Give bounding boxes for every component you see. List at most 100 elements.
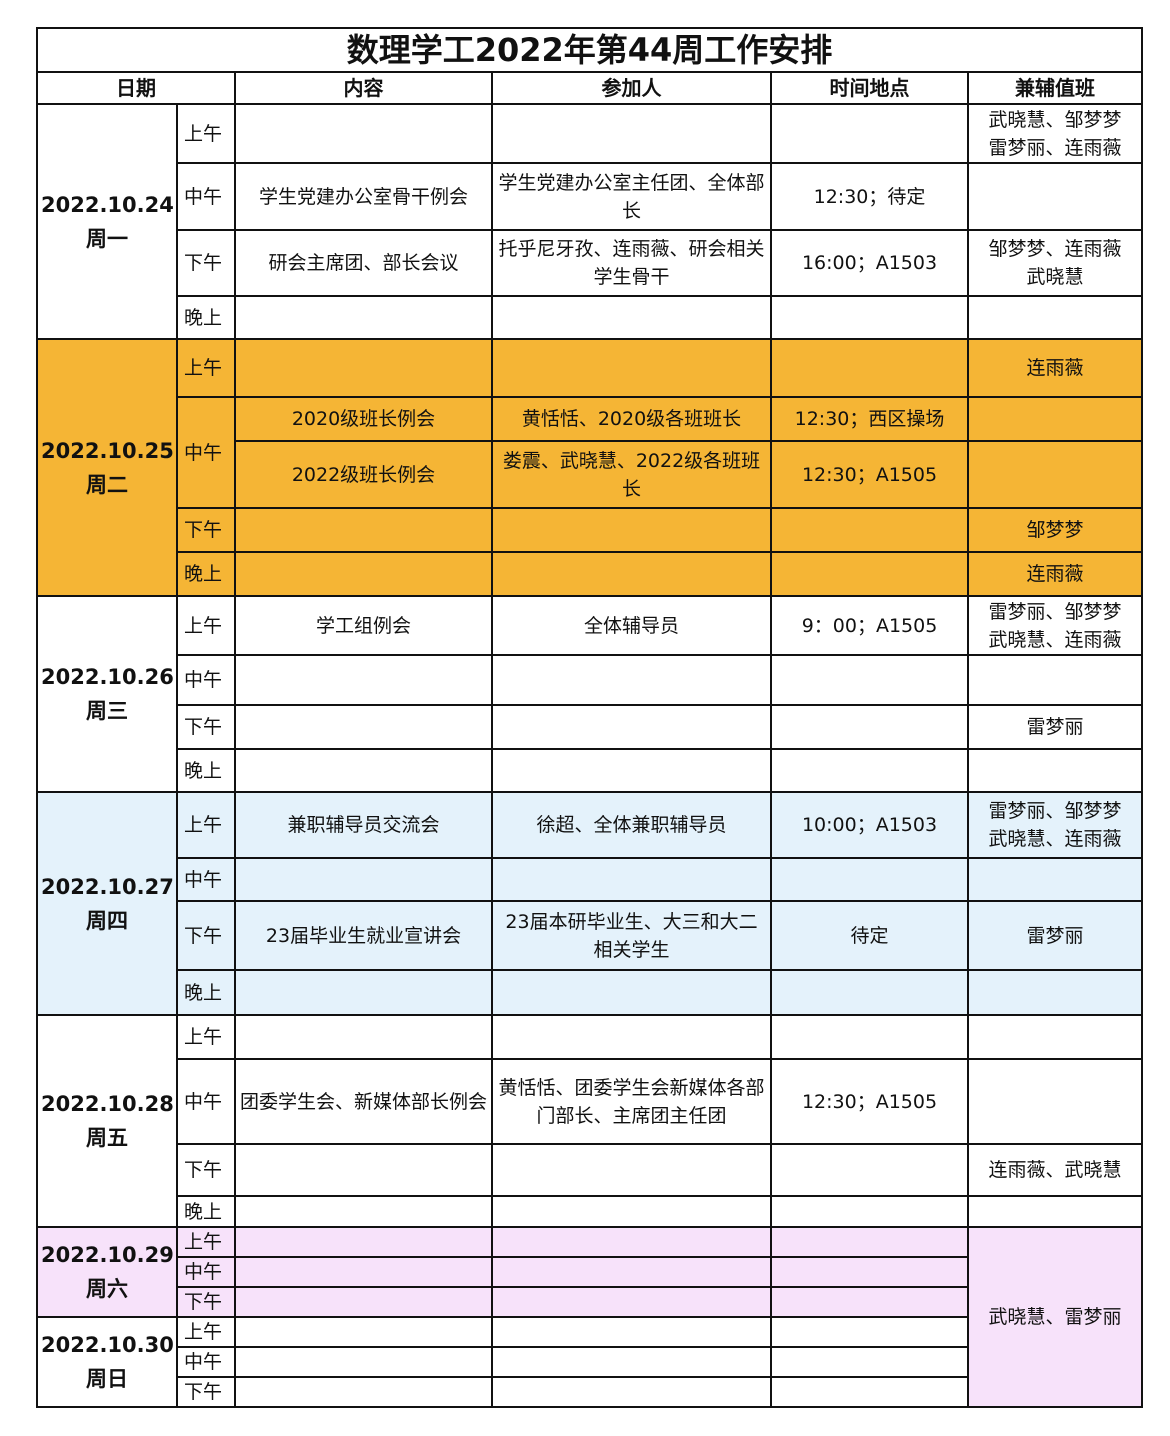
table-row: 2022.10.30 周日 上午 — [36, 1316, 1143, 1408]
time-place-cell: 12:30；待定 — [770, 162, 969, 231]
table-row: 晚上 — [37, 1195, 1144, 1228]
duty-cell — [966, 440, 1144, 509]
time-place-cell — [770, 1143, 969, 1197]
participants-cell: 学生党建办公室主任团、全体部长 — [491, 162, 772, 231]
participants-cell — [491, 507, 772, 553]
header-time-place: 时间地点 — [770, 71, 969, 105]
participants-cell — [491, 1316, 772, 1348]
content-cell — [234, 551, 493, 597]
participants-cell — [491, 1256, 772, 1288]
table-row: 2022.10.26 周三 上午 学工组例会 全体辅导员 9：00；A1505 雷梦丽、邹… — [36, 595, 1144, 793]
time-place-cell — [770, 1014, 969, 1060]
time-place-cell: 12:30；A1505 — [770, 440, 969, 509]
content-cell: 团委学生会、新媒体部长例会 — [234, 1058, 493, 1145]
header-date: 日期 — [36, 71, 236, 105]
header-duty: 兼辅值班 — [966, 71, 1144, 105]
content-cell — [234, 1256, 493, 1288]
table-row: 2022.10.29 周六 上午 武晓慧、雷梦丽 — [36, 1226, 1144, 1408]
participants-cell — [491, 704, 772, 750]
content-cell: 2020级班长例会 — [234, 396, 493, 442]
table-row: 中午 — [37, 1256, 1143, 1288]
page-title: 数理学工2022年第44周工作安排 — [35, 27, 1144, 73]
content-cell — [234, 1286, 493, 1318]
participants-cell — [491, 1143, 772, 1197]
time-place-cell: 9：00；A1505 — [770, 595, 969, 656]
duty-cell: 连雨薇、武晓慧 — [966, 1143, 1144, 1197]
content-cell — [234, 704, 493, 750]
table-row: 2022.10.24 周一 上午 武晓慧、邹梦梦 雷梦丽、连雨薇 — [36, 103, 1144, 340]
participants-cell — [491, 103, 772, 164]
time-place-cell: 12:30；A1505 — [770, 1058, 969, 1145]
content-cell: 23届毕业生就业宣讲会 — [234, 900, 493, 971]
content-cell — [234, 1226, 493, 1258]
time-slot-label: 晚上 — [176, 551, 236, 597]
header-participants: 参加人 — [491, 71, 772, 105]
participants-cell — [491, 1286, 772, 1318]
participants-cell — [491, 551, 772, 597]
header-content: 内容 — [234, 71, 493, 105]
time-place-cell — [770, 551, 969, 597]
duty-cell — [966, 1195, 1144, 1228]
time-slot-label: 中午 — [176, 1256, 236, 1288]
time-place-cell — [770, 748, 969, 793]
participants-cell: 徐超、全体兼职辅导员 — [491, 791, 772, 859]
content-cell — [234, 1014, 493, 1060]
time-place-cell — [770, 1256, 969, 1288]
date-cell: 2022.10.28 周五 — [36, 1014, 178, 1228]
table-row: 晚上 连雨薇 — [37, 551, 1144, 597]
participants-cell — [491, 654, 772, 706]
time-place-cell — [770, 704, 969, 750]
participants-cell — [491, 338, 772, 398]
table-row: 晚上 — [37, 295, 1144, 340]
time-place-cell: 16:00；A1503 — [770, 229, 969, 297]
participants-cell — [491, 1346, 772, 1378]
content-cell: 学工组例会 — [234, 595, 493, 656]
time-place-cell — [770, 1376, 969, 1408]
table-row: 2022.10.27 周四 上午 兼职辅导员交流会 徐超、全体兼职辅导员 10:00；A… — [36, 791, 1144, 1016]
time-slot-label: 下午 — [176, 1376, 236, 1408]
time-place-cell: 10:00；A1503 — [770, 791, 969, 859]
time-slot-label: 中午 — [176, 654, 236, 706]
table-row: 中午 2020级班长例会 黄恬恬、2020级各班班长 12:30；西区操场 — [37, 396, 1144, 509]
participants-cell — [491, 295, 772, 340]
duty-cell — [966, 1058, 1144, 1145]
participants-cell — [491, 1195, 772, 1228]
content-cell — [234, 338, 493, 398]
participants-cell: 托乎尼牙孜、连雨薇、研会相关学生骨干 — [491, 229, 772, 297]
time-slot-label: 上午 — [176, 338, 236, 398]
table-row: 2022.10.25 周二 上午 连雨薇 — [36, 338, 1144, 597]
table-row: 中午 学生党建办公室骨干例会 学生党建办公室主任团、全体部长 12:30；待定 — [37, 162, 1144, 231]
participants-cell: 全体辅导员 — [491, 595, 772, 656]
time-place-cell — [770, 654, 969, 706]
duty-cell — [966, 654, 1144, 706]
time-place-cell — [770, 1346, 969, 1378]
date-cell: 2022.10.25 周二 — [36, 338, 178, 597]
table-row: 中午 — [37, 857, 1144, 902]
duty-cell: 连雨薇 — [966, 338, 1144, 398]
table-row: 下午 — [37, 1376, 1143, 1408]
time-slot-label: 晚上 — [176, 969, 236, 1016]
participants-cell — [491, 1014, 772, 1060]
time-slot-label: 下午 — [176, 900, 236, 971]
participants-cell — [491, 969, 772, 1016]
time-place-cell — [770, 969, 969, 1016]
duty-cell: 雷梦丽 — [966, 704, 1144, 750]
time-slot-label: 下午 — [176, 1143, 236, 1197]
time-slot-label: 上午 — [176, 1226, 236, 1258]
table-row: 晚上 — [37, 969, 1144, 1016]
time-slot-label: 下午 — [176, 1286, 236, 1318]
table-row: 中午 团委学生会、新媒体部长例会 黄恬恬、团委学生会新媒体各部门部长、主席团主任团 1… — [37, 1058, 1144, 1145]
weekend-duty-cell: 武晓慧、雷梦丽 — [966, 1226, 1144, 1408]
time-place-cell: 待定 — [770, 900, 969, 971]
content-cell — [234, 1316, 493, 1348]
time-slot-label: 下午 — [176, 507, 236, 553]
duty-cell — [966, 1014, 1144, 1060]
duty-cell: 武晓慧、邹梦梦 雷梦丽、连雨薇 — [966, 103, 1144, 164]
time-place-cell — [770, 1226, 969, 1258]
content-cell — [234, 1346, 493, 1378]
time-place-cell — [770, 338, 969, 398]
content-cell — [234, 1195, 493, 1228]
time-place-cell — [770, 507, 969, 553]
content-cell — [234, 295, 493, 340]
duty-cell: 雷梦丽 — [966, 900, 1144, 971]
